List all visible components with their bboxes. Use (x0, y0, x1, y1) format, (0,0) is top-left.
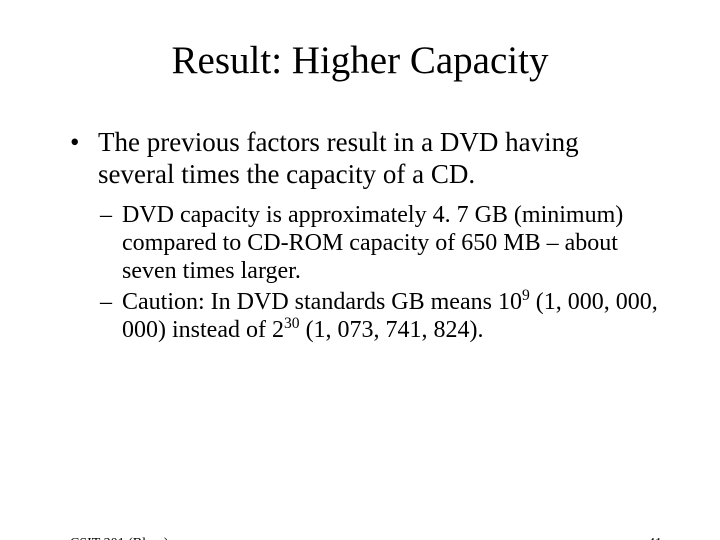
slide-body: • The previous factors result in a DVD h… (0, 127, 720, 344)
text-run: (1, 073, 741, 824). (300, 317, 484, 343)
bullet-level2: – DVD capacity is approximately 4. 7 GB … (100, 201, 660, 286)
superscript: 9 (522, 287, 530, 304)
footer-left: CSIT 301 (Blum) (70, 536, 169, 540)
bullet-level1: • The previous factors result in a DVD h… (70, 127, 660, 191)
bullet-level2: – Caution: In DVD standards GB means 109… (100, 288, 660, 345)
bullet-marker-l2: – (100, 288, 122, 345)
footer-page-number: 41 (648, 536, 662, 540)
superscript: 30 (284, 315, 300, 332)
text-run: Caution: In DVD standards GB means 10 (122, 289, 522, 315)
bullet-text: DVD capacity is approximately 4. 7 GB (m… (122, 201, 660, 286)
slide-title: Result: Higher Capacity (0, 38, 720, 83)
slide-footer: CSIT 301 (Blum) 41 (70, 536, 662, 540)
bullet-marker-l2: – (100, 201, 122, 286)
bullet-text: Caution: In DVD standards GB means 109 (… (122, 288, 660, 345)
sub-bullet-list: – DVD capacity is approximately 4. 7 GB … (100, 201, 660, 345)
bullet-marker-l1: • (70, 127, 98, 191)
bullet-text: The previous factors result in a DVD hav… (98, 127, 660, 191)
slide: Result: Higher Capacity • The previous f… (0, 38, 720, 540)
